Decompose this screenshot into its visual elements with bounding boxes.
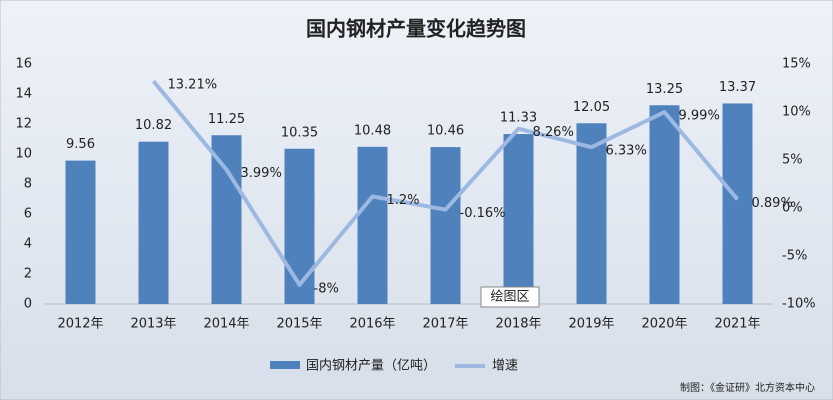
x-tick-label: 2012年 (57, 317, 103, 332)
bar-value-label: 10.35 (281, 125, 318, 140)
x-tick-label: 2018年 (495, 317, 541, 332)
x-tick-label: 2016年 (349, 317, 395, 332)
bar-value-label: 11.33 (500, 111, 537, 126)
y2-tick-label: -10% (782, 297, 816, 312)
line-value-label: 13.21% (168, 78, 218, 93)
bar-value-label: 13.37 (719, 80, 756, 95)
y-tick-label: 14 (15, 87, 32, 102)
line-value-label: 6.33% (606, 144, 647, 159)
bar (65, 160, 96, 304)
y2-tick-label: 5% (782, 153, 803, 168)
y2-tick-label: 0% (782, 201, 803, 216)
bar (722, 103, 753, 304)
line (151, 79, 740, 287)
x-tick-label: 2021年 (714, 317, 760, 332)
bar (211, 135, 242, 304)
bar (357, 146, 388, 304)
legend-label: 增速 (492, 359, 518, 374)
bar-value-label: 12.05 (573, 100, 610, 115)
x-tick-label: 2015年 (276, 317, 322, 332)
bar (503, 134, 534, 304)
source-note: 制图：《金证研》北方资本中心 (680, 381, 815, 394)
line-value-label: -8% (314, 281, 339, 296)
line-value-label: 1.2% (387, 193, 420, 208)
line-value-label: 3.99% (241, 166, 282, 181)
legend-swatch (270, 361, 300, 369)
y2-tick-label: 15% (782, 57, 811, 72)
bar-value-label: 10.82 (135, 118, 172, 133)
y2-tick-label: 10% (782, 105, 811, 120)
bar-value-label: 9.56 (66, 137, 95, 152)
bar-value-label: 11.25 (208, 112, 245, 127)
x-tick-label: 2017年 (422, 317, 468, 332)
y-tick-label: 8 (24, 177, 32, 192)
y-tick-label: 12 (15, 117, 32, 132)
bar (284, 148, 315, 304)
chart-title: 国内钢材产量变化趋势图 (306, 17, 526, 41)
line-value-label: -0.16% (460, 206, 506, 221)
bar-value-label: 10.46 (427, 124, 464, 139)
y2-tick-label: -5% (782, 249, 807, 264)
bar (138, 141, 169, 304)
annotation-box (480, 286, 540, 308)
line-value-label: 0.89% (752, 196, 793, 211)
x-tick-label: 2020年 (641, 317, 687, 332)
line-value-label: 8.26% (533, 125, 574, 140)
y-tick-label: 4 (24, 237, 32, 252)
y-tick-label: 2 (24, 267, 32, 282)
bar (649, 105, 680, 304)
y-tick-label: 10 (15, 147, 32, 162)
legend-label: 国内钢材产量（亿吨） (306, 358, 436, 374)
bar (576, 123, 607, 304)
x-tick-label: 2014年 (203, 317, 249, 332)
bar-value-label: 13.25 (646, 82, 683, 97)
bar-value-label: 10.48 (354, 123, 391, 138)
x-tick-label: 2013年 (130, 317, 176, 332)
y-tick-label: 0 (24, 297, 32, 312)
y-tick-label: 16 (15, 57, 32, 72)
annotation: 绘图区 (490, 290, 529, 305)
x-tick-label: 2019年 (568, 317, 614, 332)
line-value-label: 9.99% (679, 109, 720, 124)
bar (430, 147, 461, 304)
y-tick-label: 6 (24, 207, 32, 222)
